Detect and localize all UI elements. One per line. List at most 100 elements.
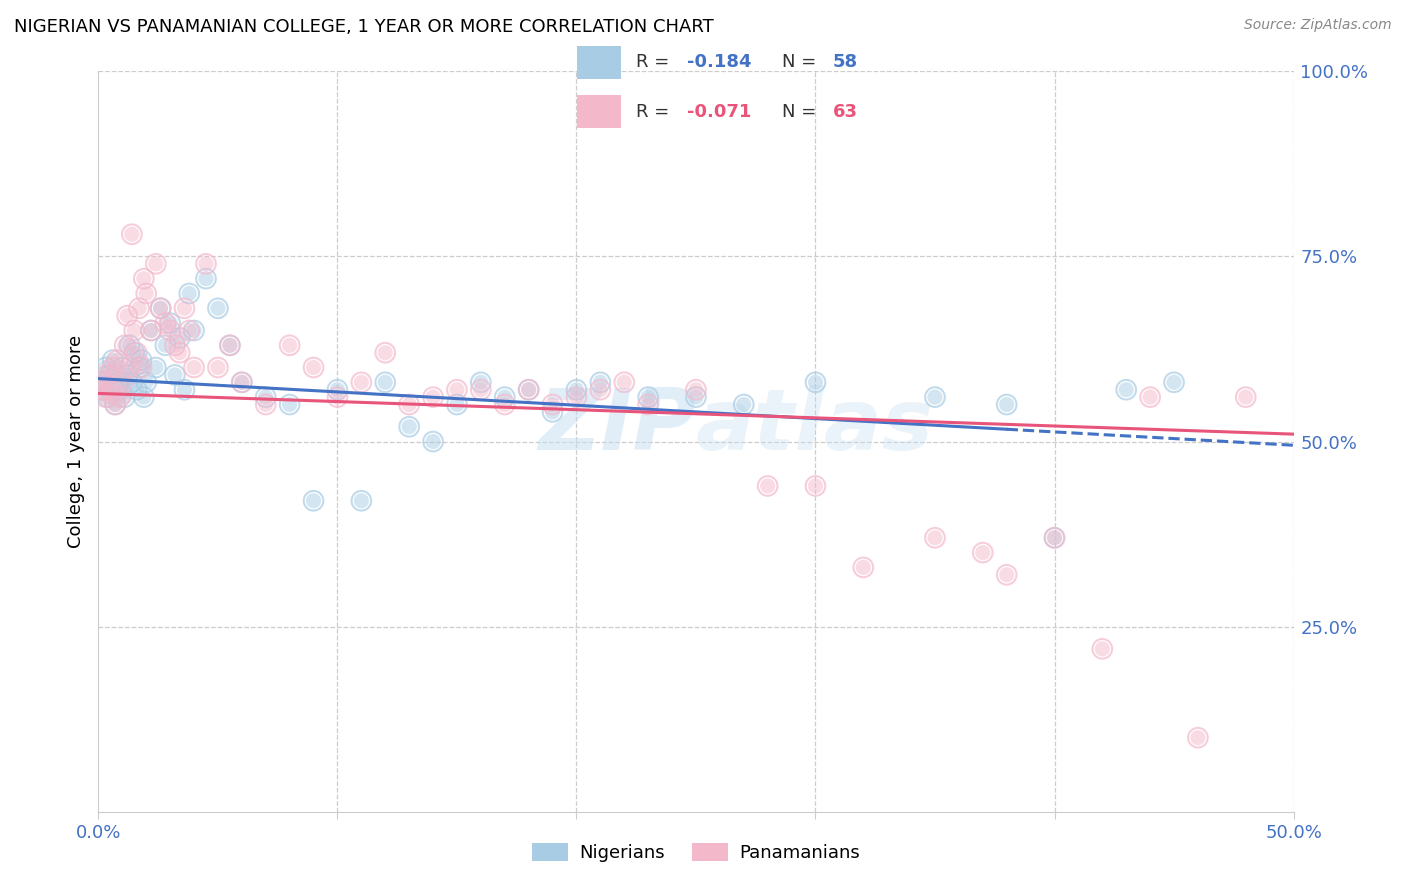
Text: 58: 58	[832, 54, 858, 71]
Point	[195, 257, 218, 271]
Point	[104, 398, 127, 412]
Point	[139, 324, 162, 338]
Point	[108, 383, 131, 397]
Point	[101, 353, 124, 368]
Point	[254, 398, 277, 412]
Point	[195, 271, 218, 285]
Point	[589, 376, 612, 390]
Point	[326, 383, 349, 397]
Point	[422, 434, 444, 449]
Point	[115, 368, 138, 382]
Point	[589, 383, 612, 397]
Point	[804, 376, 827, 390]
Point	[852, 560, 875, 574]
Point	[128, 301, 150, 316]
Point	[254, 390, 277, 404]
Point	[1091, 641, 1114, 656]
Point	[183, 360, 205, 375]
Point	[101, 360, 124, 375]
Point	[589, 383, 612, 397]
Point	[1187, 731, 1209, 745]
Point	[155, 316, 177, 330]
Text: R =: R =	[636, 54, 675, 71]
Point	[302, 360, 325, 375]
Point	[131, 353, 153, 368]
Point	[104, 398, 127, 412]
Point	[111, 376, 134, 390]
Point	[159, 316, 181, 330]
Point	[111, 360, 134, 375]
Point	[422, 390, 444, 404]
Point	[1043, 531, 1066, 545]
Text: N =: N =	[782, 103, 821, 120]
FancyBboxPatch shape	[576, 95, 621, 128]
Point	[173, 383, 195, 397]
Point	[924, 531, 946, 545]
Point	[111, 360, 134, 375]
Point	[350, 376, 373, 390]
Point	[128, 301, 150, 316]
Point	[163, 368, 186, 382]
Point	[1043, 531, 1066, 545]
Point	[114, 390, 136, 404]
Point	[115, 368, 138, 382]
Point	[422, 434, 444, 449]
Point	[91, 383, 114, 397]
Point	[124, 324, 146, 338]
Text: -0.071: -0.071	[686, 103, 751, 120]
Point	[446, 398, 468, 412]
Point	[124, 345, 146, 359]
Point	[163, 368, 186, 382]
Point	[195, 257, 218, 271]
Point	[995, 398, 1018, 412]
Point	[494, 390, 516, 404]
Point	[756, 479, 779, 493]
Point	[101, 360, 124, 375]
Point	[326, 390, 349, 404]
Point	[446, 398, 468, 412]
Point	[470, 383, 492, 397]
FancyBboxPatch shape	[576, 46, 621, 78]
Point	[804, 479, 827, 493]
Point	[135, 286, 157, 301]
Point	[350, 376, 373, 390]
Point	[613, 376, 636, 390]
Point	[374, 345, 396, 359]
Point	[924, 390, 946, 404]
Point	[159, 316, 181, 330]
Point	[637, 398, 659, 412]
Point	[231, 376, 253, 390]
Point	[121, 376, 143, 390]
Point	[541, 405, 564, 419]
Point	[398, 398, 420, 412]
Point	[219, 338, 242, 352]
Point	[374, 345, 396, 359]
Point	[98, 368, 122, 382]
Point	[685, 383, 707, 397]
Point	[155, 316, 177, 330]
Point	[350, 493, 373, 508]
Point	[98, 368, 122, 382]
Point	[135, 286, 157, 301]
Point	[470, 383, 492, 397]
Point	[1163, 376, 1185, 390]
Text: N =: N =	[782, 54, 821, 71]
Point	[183, 324, 205, 338]
Point	[733, 398, 755, 412]
Point	[149, 301, 172, 316]
Point	[131, 353, 153, 368]
Point	[107, 376, 129, 390]
Point	[1234, 390, 1257, 404]
Point	[637, 398, 659, 412]
Point	[139, 324, 162, 338]
Point	[163, 338, 186, 352]
Y-axis label: College, 1 year or more: College, 1 year or more	[66, 335, 84, 548]
Point	[517, 383, 540, 397]
Point	[1115, 383, 1137, 397]
Point	[278, 398, 301, 412]
Point	[804, 376, 827, 390]
Point	[101, 353, 124, 368]
Point	[108, 383, 131, 397]
Point	[159, 324, 181, 338]
Point	[494, 398, 516, 412]
